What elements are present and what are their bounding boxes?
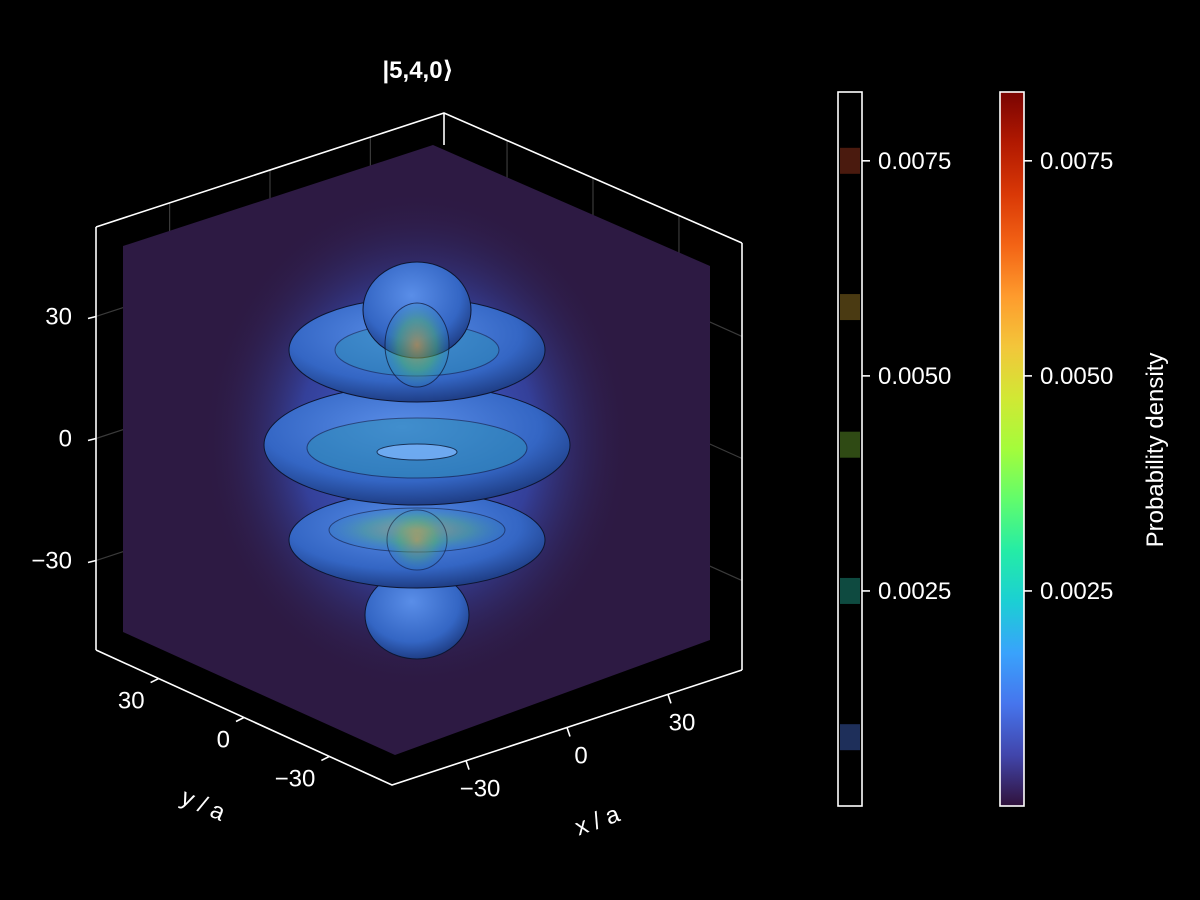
z-tick-mark	[87, 315, 97, 320]
x-axis-label: x / a	[572, 800, 624, 841]
plot-3d: 30 0 −30 30 0 −30 −30 0 30 x / a y / a	[31, 112, 743, 841]
colorbar-main: 0.0025 0.0050 0.0075 Probability density	[999, 91, 1169, 807]
colorbar-contour-levels	[840, 147, 860, 751]
orbital-core	[376, 443, 458, 461]
y-tick-label: 0	[217, 727, 230, 754]
z-tick-label: 0	[59, 426, 72, 453]
colorbar-main-label: Probability density	[1142, 353, 1169, 548]
colorbar-tick-label: 0.0025	[878, 578, 951, 605]
colorbar-contour-ticks: 0.0025 0.0050 0.0075	[862, 148, 951, 605]
y-tick-mark	[235, 716, 245, 723]
y-tick-label: 30	[118, 688, 145, 715]
x-tick-label: 0	[574, 743, 587, 770]
colorbar-main-ticks: 0.0025 0.0050 0.0075	[1024, 148, 1113, 605]
z-tick-mark	[87, 559, 97, 564]
colorbar-tick-label: 0.0075	[1040, 148, 1113, 175]
y-axis-label: y / a	[177, 784, 230, 827]
y-tick-label: −30	[275, 765, 316, 792]
z-tick-label: −30	[31, 548, 72, 575]
x-tick-label: −30	[460, 776, 501, 803]
x-tick-mark	[465, 760, 470, 770]
contour-level	[840, 724, 860, 751]
x-tick-mark	[667, 694, 672, 704]
y-tick-mark	[150, 677, 159, 684]
colorbar-contour: 0.0025 0.0050 0.0075	[837, 91, 951, 807]
contour-level	[840, 294, 860, 321]
y-axis-ticks: 30 0 −30	[118, 677, 330, 792]
contour-level	[840, 431, 860, 458]
contour-level	[840, 577, 860, 604]
colorbar-tick-label: 0.0050	[878, 363, 951, 390]
orbital-surface	[263, 261, 571, 660]
z-tick-label: 30	[45, 303, 72, 330]
contour-level	[840, 147, 860, 174]
colorbar-main-frame	[999, 91, 1025, 807]
colorbar-tick-label: 0.0050	[1040, 363, 1113, 390]
colorbar-main-gradient	[1000, 92, 1024, 806]
orbital-inner-top	[384, 302, 450, 388]
y-tick-mark	[321, 755, 330, 762]
z-axis-ticks: 30 0 −30	[31, 303, 97, 575]
x-tick-mark	[566, 727, 571, 737]
colorbar-tick-label: 0.0025	[1040, 578, 1113, 605]
x-tick-label: 30	[669, 709, 696, 736]
x-axis-ticks: −30 0 30	[460, 694, 696, 803]
colorbar-tick-label: 0.0075	[878, 148, 951, 175]
orbital-inner-bottom	[386, 509, 448, 571]
chart-title: |5,4,0⟩	[382, 57, 453, 84]
z-tick-mark	[87, 437, 97, 442]
